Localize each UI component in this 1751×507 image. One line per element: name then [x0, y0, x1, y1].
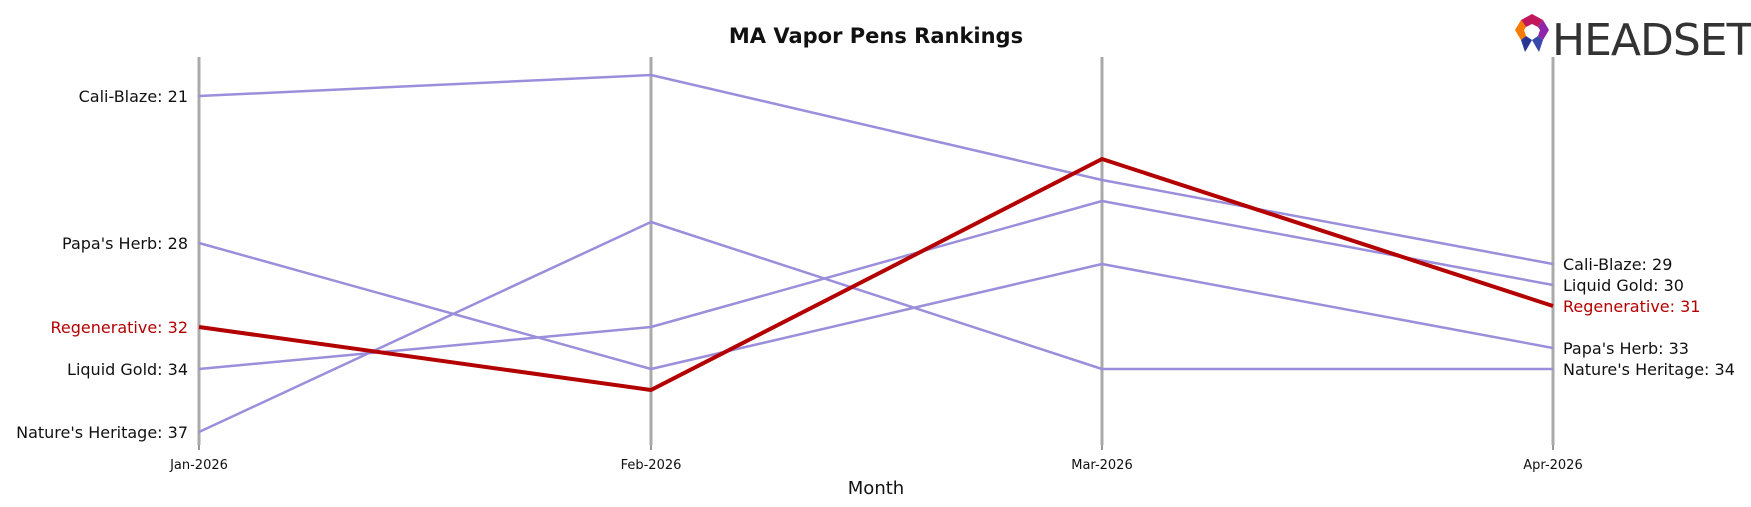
- series-line-nature-s-heritage: [198, 220, 1553, 434]
- series-line-regenerative: [198, 157, 1554, 392]
- end-labels: Cali-Blaze: 29 Papa's Herb: 33 Regenerativ…: [1563, 255, 1735, 379]
- end-label-cali-blaze: Cali-Blaze: 29: [1563, 255, 1672, 274]
- x-tick-label: Feb-2026: [621, 458, 682, 473]
- chart-title: MA Vapor Pens Rankings: [729, 24, 1023, 48]
- series-line-liquid-gold: [198, 199, 1554, 371]
- end-label-liquid-gold: Liquid Gold: 30: [1563, 276, 1684, 295]
- x-tick-label: Apr-2026: [1523, 458, 1582, 473]
- series-lines: [198, 73, 1554, 434]
- start-label-cali-blaze: Cali-Blaze: 21: [79, 87, 188, 106]
- headset-logo-icon: [1515, 14, 1549, 52]
- series-line-papa-s-herb: [198, 241, 1554, 371]
- x-tick-label: Jan-2026: [169, 458, 228, 473]
- start-label-liquid-gold: Liquid Gold: 34: [67, 360, 188, 379]
- month-gridlines: [197, 57, 1555, 445]
- start-label-papa-s-herb: Papa's Herb: 28: [62, 234, 188, 253]
- x-axis-ticks: Jan-2026 Feb-2026 Mar-2026 Apr-2026: [169, 445, 1583, 473]
- x-tick-label: Mar-2026: [1071, 458, 1132, 473]
- end-label-nature-s-heritage: Nature's Heritage: 34: [1563, 360, 1735, 379]
- start-label-regenerative: Regenerative: 32: [51, 318, 188, 337]
- logo-text: HEADSET: [1552, 15, 1751, 66]
- x-axis-label: Month: [848, 478, 904, 499]
- end-label-regenerative: Regenerative: 31: [1563, 297, 1700, 316]
- headset-logo: HEADSET: [1515, 14, 1751, 66]
- start-labels: Cali-Blaze: 21 Papa's Herb: 28 Regenerativ…: [16, 87, 188, 442]
- end-label-papa-s-herb: Papa's Herb: 33: [1563, 339, 1689, 358]
- start-label-nature-s-heritage: Nature's Heritage: 37: [16, 423, 188, 442]
- series-line-cali-blaze: [198, 73, 1554, 266]
